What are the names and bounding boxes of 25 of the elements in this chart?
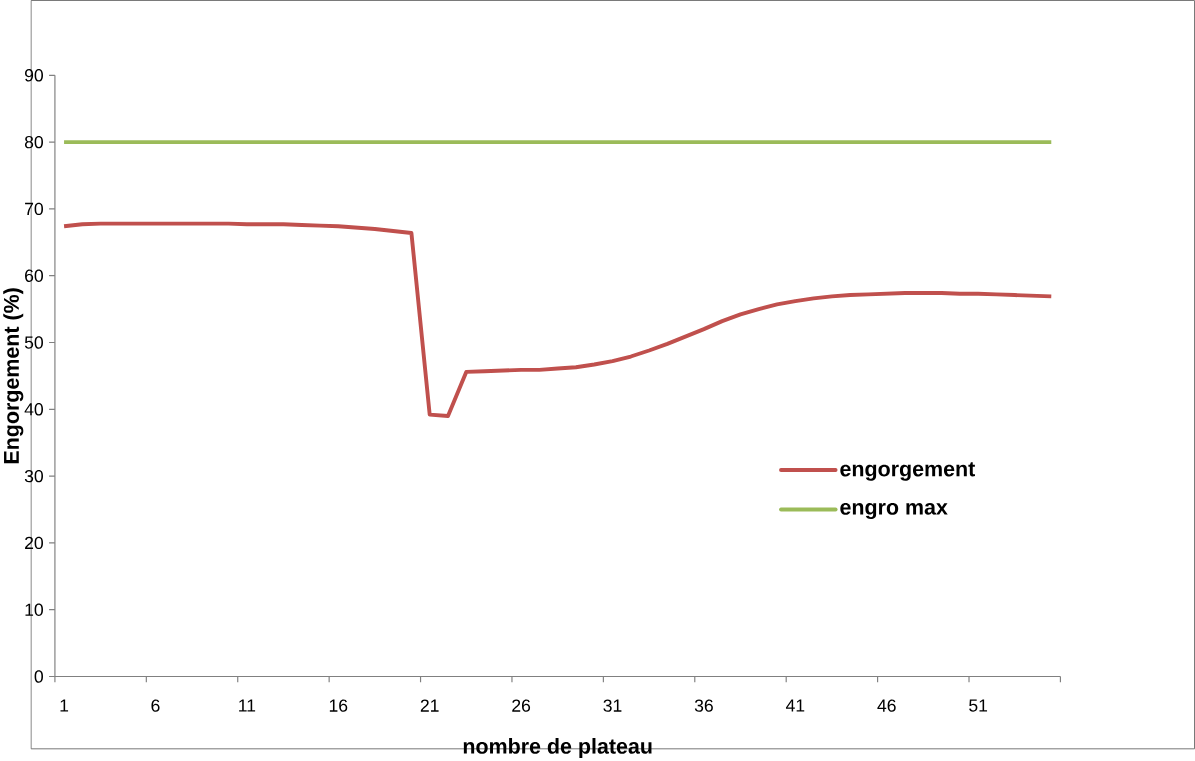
x-tick-label: 21 (420, 699, 439, 712)
y-tick-label: 70 (25, 202, 43, 215)
legend-label: engro max (840, 502, 948, 519)
y-tick-label: 0 (34, 670, 43, 683)
y-tick-label: 40 (24, 402, 43, 416)
x-tick-label: 51 (969, 699, 988, 712)
x-tick-label: 6 (151, 699, 160, 712)
y-tick-label: 20 (25, 536, 43, 549)
x-tick-label: 41 (785, 699, 805, 712)
y-axis-title: Engorgement (%) (3, 288, 24, 464)
legend-label: engorgement (840, 462, 976, 481)
x-tick-label: 31 (603, 699, 622, 712)
x-tick-label: 26 (512, 699, 531, 712)
y-tick-label: 30 (24, 469, 43, 483)
y-tick-label: 10 (25, 603, 43, 616)
x-tick-label: 11 (239, 699, 256, 712)
x-tick-label: 46 (877, 699, 896, 712)
x-tick-label: 16 (329, 699, 348, 712)
x-axis-title: nombre de plateau (463, 737, 652, 758)
x-tick-label: 1 (60, 699, 69, 712)
x-tick-label: 36 (694, 699, 713, 712)
y-tick-label: 60 (25, 269, 43, 282)
y-tick-label: 50 (24, 336, 43, 349)
y-tick-label: 80 (24, 135, 43, 149)
y-tick-label: 90 (25, 68, 43, 82)
